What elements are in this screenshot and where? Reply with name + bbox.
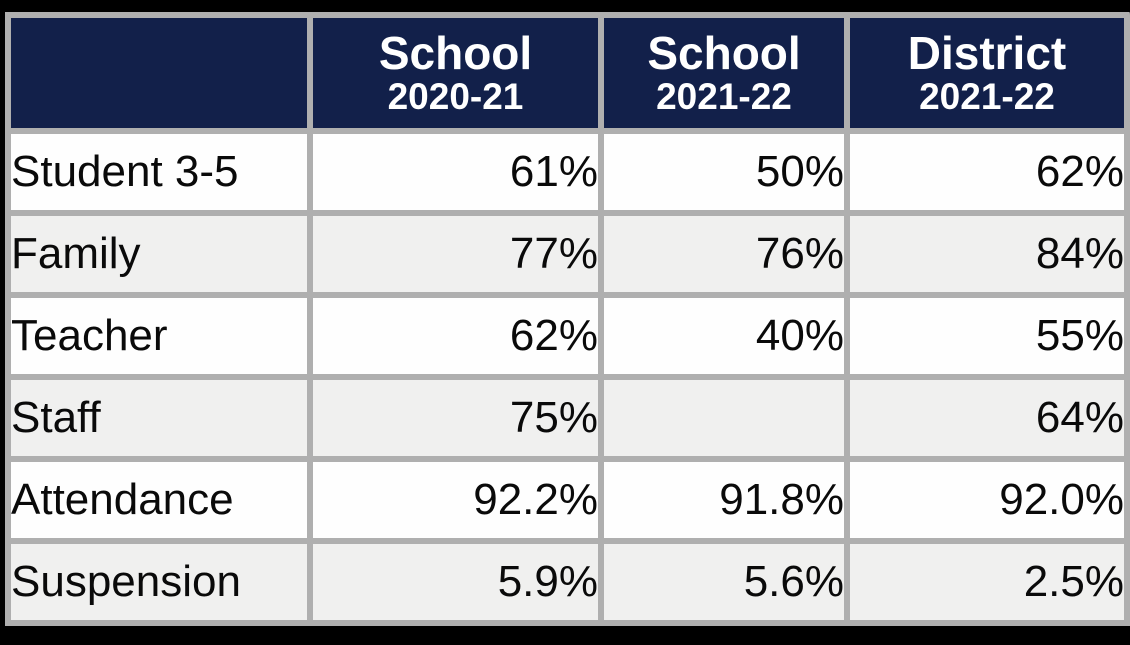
row-label-suspension: Suspension [5, 538, 313, 626]
cell-value-empty [598, 374, 850, 462]
cell-value: 55% [844, 292, 1130, 380]
cell-value: 2.5% [844, 538, 1130, 626]
cell-value: 64% [844, 374, 1130, 462]
school-metrics-table: School 2020-21 School 2021-22 District 2… [5, 12, 1130, 626]
cell-value: 5.9% [307, 538, 604, 626]
cell-value: 62% [307, 292, 604, 380]
table-row: Staff 75% 64% [5, 374, 1130, 462]
row-label-attendance: Attendance [5, 456, 313, 544]
row-label-student-3-5: Student 3-5 [5, 128, 313, 216]
cell-value: 75% [307, 374, 604, 462]
column-year: 2021-22 [919, 76, 1055, 118]
cell-value: 92.0% [844, 456, 1130, 544]
cell-value: 61% [307, 128, 604, 216]
cell-value: 62% [844, 128, 1130, 216]
cell-value: 40% [598, 292, 850, 380]
row-label-staff: Staff [5, 374, 313, 462]
table-row: Family 77% 76% 84% [5, 210, 1130, 298]
cell-value: 91.8% [598, 456, 850, 544]
cell-value: 92.2% [307, 456, 604, 544]
column-label: School [378, 26, 533, 79]
column-year: 2020-21 [387, 76, 524, 118]
table-row: Teacher 62% 40% 55% [5, 292, 1130, 380]
table-row: Suspension 5.9% 5.6% 2.5% [5, 538, 1130, 626]
row-label-family: Family [5, 210, 313, 298]
cell-value: 84% [844, 210, 1130, 298]
cell-value: 50% [598, 128, 850, 216]
cell-value: 77% [307, 210, 604, 298]
cell-value: 5.6% [598, 538, 850, 626]
column-year: 2021-22 [656, 76, 792, 118]
column-label: School [647, 26, 801, 79]
corner-header-cell [5, 12, 313, 134]
column-header-school-2021-22: School 2021-22 [598, 12, 850, 134]
column-header-school-2020-21: School 2020-21 [307, 12, 604, 134]
row-label-teacher: Teacher [5, 292, 313, 380]
column-label: District [907, 26, 1067, 79]
column-header-district-2021-22: District 2021-22 [844, 12, 1130, 134]
cell-value: 76% [598, 210, 850, 298]
table-row: Attendance 92.2% 91.8% 92.0% [5, 456, 1130, 544]
table-row: Student 3-5 61% 50% 62% [5, 128, 1130, 216]
header-row: School 2020-21 School 2021-22 District 2… [5, 12, 1130, 134]
